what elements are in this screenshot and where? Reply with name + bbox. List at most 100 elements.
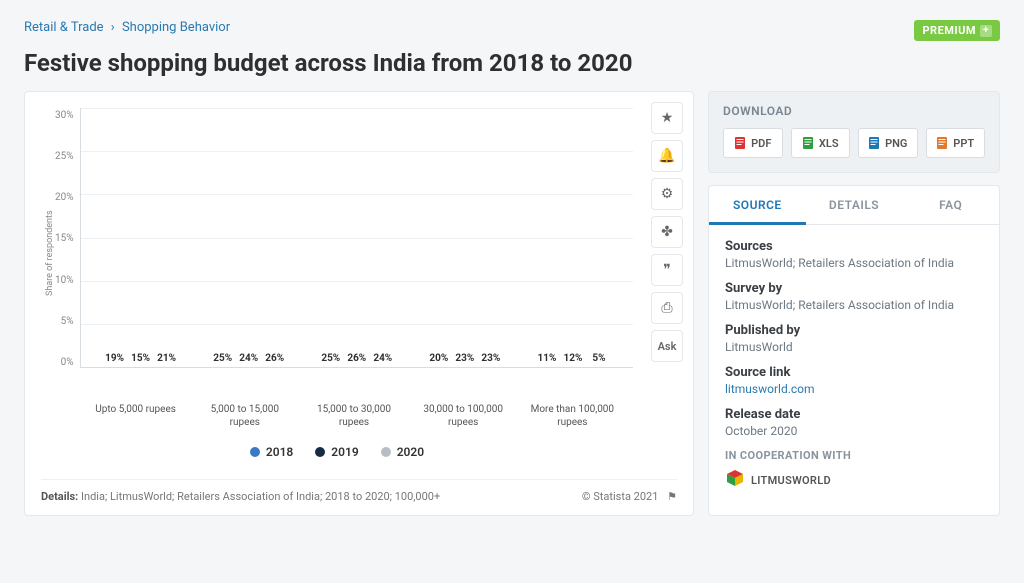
legend-item[interactable]: 2020 xyxy=(381,445,424,459)
gridline xyxy=(81,238,633,239)
ask-label: Ask xyxy=(658,340,677,353)
bar-value-label: 20% xyxy=(429,353,448,364)
download-label: PDF xyxy=(751,137,771,150)
legend-item[interactable]: 2018 xyxy=(250,445,293,459)
breadcrumb-subcategory[interactable]: Shopping Behavior xyxy=(122,20,230,35)
y-tick: 0% xyxy=(55,357,74,368)
legend-swatch xyxy=(315,447,325,457)
y-tick: 10% xyxy=(55,275,74,286)
gridline xyxy=(81,324,633,325)
x-axis-label: Upto 5,000 rupees xyxy=(86,404,186,429)
download-ppt-button[interactable]: PPT xyxy=(926,128,986,158)
settings-button[interactable]: ⚙ xyxy=(651,178,683,210)
chart-area: Share of respondents 30%25%20%15%10%5%0%… xyxy=(41,108,677,459)
bar-value-label: 5% xyxy=(592,353,605,364)
download-title: DOWNLOAD xyxy=(723,104,985,118)
bar-value-label: 11% xyxy=(537,353,556,364)
bar-value-label: 24% xyxy=(373,353,392,364)
y-axis-ticks: 30%25%20%15%10%5%0% xyxy=(55,108,80,368)
download-label: PPT xyxy=(953,137,974,150)
sourcelink-value[interactable]: litmusworld.com xyxy=(725,382,983,396)
release-label: Release date xyxy=(725,407,983,422)
y-tick: 25% xyxy=(55,151,74,162)
legend-item[interactable]: 2019 xyxy=(315,445,358,459)
cite-button[interactable]: ❞ xyxy=(651,254,683,286)
breadcrumb-category[interactable]: Retail & Trade xyxy=(24,20,104,35)
download-png-button[interactable]: PNG xyxy=(858,128,918,158)
chart-footer: Details: India; LitmusWorld; Retailers A… xyxy=(41,479,677,503)
download-label: PNG xyxy=(885,137,907,150)
gridline xyxy=(81,194,633,195)
print-icon: ⎙ xyxy=(661,300,672,316)
bar-value-label: 25% xyxy=(321,353,340,364)
file-icon xyxy=(936,136,948,150)
gridline xyxy=(81,108,633,109)
legend-swatch xyxy=(381,447,391,457)
source-panel: SOURCE DETAILS FAQ Sources LitmusWorld; … xyxy=(708,185,1000,516)
x-axis-label: 30,000 to 100,000 rupees xyxy=(413,404,513,429)
bell-icon: 🔔 xyxy=(658,148,675,164)
x-axis-label: 5,000 to 15,000 rupees xyxy=(195,404,295,429)
survey-label: Survey by xyxy=(725,281,983,296)
tab-source[interactable]: SOURCE xyxy=(709,186,806,225)
bar-value-label: 12% xyxy=(563,353,582,364)
breadcrumb: Retail & Trade › Shopping Behavior xyxy=(24,20,230,35)
y-tick: 20% xyxy=(55,192,74,203)
bar-value-label: 19% xyxy=(105,353,124,364)
bar-value-label: 23% xyxy=(455,353,474,364)
cooperation-label: IN COOPERATION WITH xyxy=(725,449,983,462)
star-icon: ★ xyxy=(661,110,674,126)
x-axis-label: 15,000 to 30,000 rupees xyxy=(304,404,404,429)
bar-value-label: 23% xyxy=(481,353,500,364)
ask-button[interactable]: Ask xyxy=(651,330,683,362)
share-icon: ✤ xyxy=(661,224,673,240)
sources-value: LitmusWorld; Retailers Association of In… xyxy=(725,256,983,270)
sourcelink-label: Source link xyxy=(725,365,983,380)
download-pdf-button[interactable]: PDF xyxy=(723,128,783,158)
legend-label: 2020 xyxy=(397,445,424,459)
premium-label: PREMIUM xyxy=(922,24,976,37)
print-button[interactable]: ⎙ xyxy=(651,292,683,324)
file-icon xyxy=(734,136,746,150)
flag-icon[interactable]: ⚑ xyxy=(667,490,677,503)
gridline xyxy=(81,151,633,152)
release-value: October 2020 xyxy=(725,424,983,438)
bar-value-label: 26% xyxy=(347,353,366,364)
y-tick: 15% xyxy=(55,233,74,244)
quote-icon: ❞ xyxy=(663,262,671,278)
favorite-button[interactable]: ★ xyxy=(651,102,683,134)
copyright: © Statista 2021 ⚑ xyxy=(582,490,677,503)
bar-value-label: 25% xyxy=(213,353,232,364)
notify-button[interactable]: 🔔 xyxy=(651,140,683,172)
gridline xyxy=(81,281,633,282)
chart-legend: 2018 2019 2020 xyxy=(41,445,633,459)
bar-value-label: 24% xyxy=(239,353,258,364)
source-tabs: SOURCE DETAILS FAQ xyxy=(709,186,999,225)
legend-swatch xyxy=(250,447,260,457)
plus-icon: + xyxy=(980,25,992,37)
cooperation-logo: LITMUSWORLD xyxy=(725,468,983,492)
bar-value-label: 26% xyxy=(265,353,284,364)
legend-label: 2018 xyxy=(266,445,293,459)
chart-side-actions: ★ 🔔 ⚙ ✤ ❞ ⎙ Ask xyxy=(651,102,683,362)
sources-label: Sources xyxy=(725,239,983,254)
download-panel: DOWNLOAD PDF XLS PNG PPT xyxy=(708,91,1000,173)
download-xls-button[interactable]: XLS xyxy=(791,128,851,158)
survey-value: LitmusWorld; Retailers Association of In… xyxy=(725,298,983,312)
published-label: Published by xyxy=(725,323,983,338)
breadcrumb-separator: › xyxy=(111,20,115,35)
cooperation-name: LITMUSWORLD xyxy=(751,474,831,487)
file-icon xyxy=(802,136,814,150)
gear-icon: ⚙ xyxy=(661,186,674,202)
page-title: Festive shopping budget across India fro… xyxy=(24,49,1000,77)
bar-value-label: 21% xyxy=(157,353,176,364)
x-axis-label: More than 100,000 rupees xyxy=(522,404,622,429)
cube-icon xyxy=(725,468,745,492)
share-button[interactable]: ✤ xyxy=(651,216,683,248)
file-icon xyxy=(868,136,880,150)
tab-faq[interactable]: FAQ xyxy=(902,186,999,224)
y-tick: 5% xyxy=(55,316,74,327)
tab-details[interactable]: DETAILS xyxy=(806,186,903,224)
x-axis-labels: Upto 5,000 rupees 5,000 to 15,000 rupees 1… xyxy=(75,398,633,429)
premium-badge[interactable]: PREMIUM + xyxy=(914,20,1000,41)
